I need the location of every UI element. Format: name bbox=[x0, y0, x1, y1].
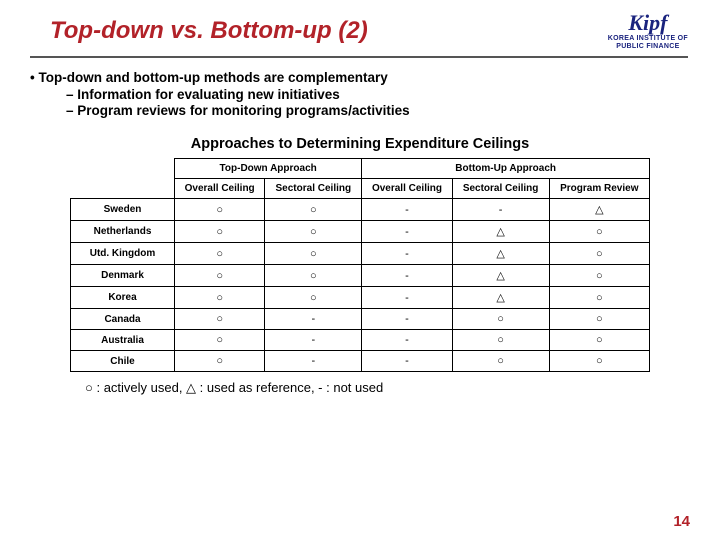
bullet-main: • Top-down and bottom-up methods are com… bbox=[30, 70, 690, 85]
table-cell: △ bbox=[452, 243, 549, 265]
table-cell: ○ bbox=[549, 243, 649, 265]
logo-block: Kipf KOREA INSTITUTE OF PUBLIC FINANCE bbox=[608, 12, 688, 50]
col-sectoral-bu: Sectoral Ceiling bbox=[452, 179, 549, 199]
approaches-table: Top-Down Approach Bottom-Up Approach Ove… bbox=[70, 158, 650, 372]
col-overall-td: Overall Ceiling bbox=[175, 179, 265, 199]
table-cell: - bbox=[265, 351, 362, 372]
legend-text: ○ : actively used, △ : used as reference… bbox=[85, 380, 690, 396]
table-row: Canada○--○○ bbox=[71, 309, 650, 330]
table-cell: ○ bbox=[549, 309, 649, 330]
table-row: Netherlands○○-△○ bbox=[71, 221, 650, 243]
table-cell: ○ bbox=[175, 199, 265, 221]
table-cell: ○ bbox=[549, 265, 649, 287]
col-sectoral-td: Sectoral Ceiling bbox=[265, 179, 362, 199]
col-overall-bu: Overall Ceiling bbox=[362, 179, 452, 199]
table-cell: - bbox=[362, 330, 452, 351]
row-country: Utd. Kingdom bbox=[71, 243, 175, 265]
table-cell: ○ bbox=[265, 265, 362, 287]
table-cell: △ bbox=[549, 199, 649, 221]
slide-title: Top-down vs. Bottom-up (2) bbox=[50, 17, 368, 45]
table-cell: - bbox=[362, 287, 452, 309]
row-country: Korea bbox=[71, 287, 175, 309]
bullet-sub-1: – Information for evaluating new initiat… bbox=[66, 87, 690, 102]
group-header-topdown: Top-Down Approach bbox=[175, 159, 362, 179]
table-cell: △ bbox=[452, 221, 549, 243]
bullet-sub-2: – Program reviews for monitoring program… bbox=[66, 103, 690, 118]
slide-header: Top-down vs. Bottom-up (2) Kipf KOREA IN… bbox=[0, 0, 720, 52]
table-cell: ○ bbox=[175, 309, 265, 330]
row-country: Netherlands bbox=[71, 221, 175, 243]
row-country: Australia bbox=[71, 330, 175, 351]
table-cell: △ bbox=[452, 265, 549, 287]
table-cell: - bbox=[362, 199, 452, 221]
corner-cell bbox=[71, 159, 175, 199]
table-cell: ○ bbox=[452, 330, 549, 351]
table-row: Australia○--○○ bbox=[71, 330, 650, 351]
table-cell: ○ bbox=[549, 287, 649, 309]
content-area: • Top-down and bottom-up methods are com… bbox=[0, 66, 720, 396]
page-number: 14 bbox=[673, 513, 690, 530]
row-country: Chile bbox=[71, 351, 175, 372]
table-cell: ○ bbox=[452, 351, 549, 372]
table-cell: ○ bbox=[175, 330, 265, 351]
table-cell: ○ bbox=[452, 309, 549, 330]
table-row: Chile○--○○ bbox=[71, 351, 650, 372]
group-header-row: Top-Down Approach Bottom-Up Approach bbox=[71, 159, 650, 179]
row-country: Sweden bbox=[71, 199, 175, 221]
table-cell: - bbox=[362, 309, 452, 330]
table-row: Utd. Kingdom○○-△○ bbox=[71, 243, 650, 265]
table-cell: - bbox=[265, 309, 362, 330]
table-cell: ○ bbox=[175, 221, 265, 243]
table-cell: ○ bbox=[175, 287, 265, 309]
table-cell: ○ bbox=[549, 221, 649, 243]
table-row: Sweden○○--△ bbox=[71, 199, 650, 221]
table-cell: ○ bbox=[265, 243, 362, 265]
table-cell: - bbox=[362, 351, 452, 372]
table-row: Denmark○○-△○ bbox=[71, 265, 650, 287]
logo-sub2: PUBLIC FINANCE bbox=[608, 43, 688, 50]
logo-text: Kipf bbox=[608, 12, 688, 34]
table-cell: - bbox=[265, 330, 362, 351]
row-country: Denmark bbox=[71, 265, 175, 287]
table-cell: ○ bbox=[265, 287, 362, 309]
table-cell: - bbox=[362, 243, 452, 265]
table-cell: - bbox=[452, 199, 549, 221]
table-title: Approaches to Determining Expenditure Ce… bbox=[30, 136, 690, 152]
table-cell: - bbox=[362, 265, 452, 287]
table-cell: ○ bbox=[549, 330, 649, 351]
table-cell: △ bbox=[452, 287, 549, 309]
table-cell: ○ bbox=[175, 265, 265, 287]
table-cell: ○ bbox=[175, 243, 265, 265]
table-cell: ○ bbox=[549, 351, 649, 372]
table-row: Korea○○-△○ bbox=[71, 287, 650, 309]
table-cell: ○ bbox=[265, 221, 362, 243]
row-country: Canada bbox=[71, 309, 175, 330]
logo-sub1: KOREA INSTITUTE OF bbox=[608, 35, 688, 42]
table-cell: ○ bbox=[175, 351, 265, 372]
table-cell: ○ bbox=[265, 199, 362, 221]
table-cell: - bbox=[362, 221, 452, 243]
group-header-bottomup: Bottom-Up Approach bbox=[362, 159, 650, 179]
col-program: Program Review bbox=[549, 179, 649, 199]
header-divider bbox=[30, 56, 688, 58]
